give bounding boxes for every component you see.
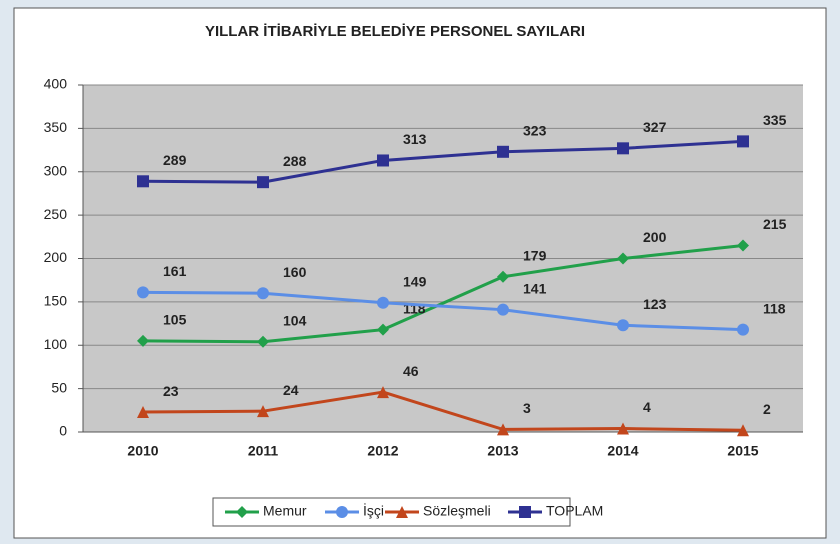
y-tick-label: 350 <box>44 119 68 135</box>
x-tick-label: 2012 <box>367 443 398 459</box>
y-tick-label: 100 <box>44 336 68 352</box>
x-tick-label: 2013 <box>487 443 518 459</box>
series-line <box>142 290 744 332</box>
data-label: 160 <box>283 264 307 280</box>
marker <box>236 506 248 518</box>
marker <box>377 323 389 336</box>
data-label: 24 <box>283 382 299 398</box>
marker <box>519 506 531 518</box>
marker <box>497 270 509 283</box>
marker <box>137 175 149 188</box>
data-label: 335 <box>763 112 787 128</box>
data-label: 323 <box>523 123 547 139</box>
data-label: 200 <box>643 229 667 245</box>
data-label: 104 <box>283 312 307 328</box>
data-label: 288 <box>283 153 307 169</box>
y-tick-label: 50 <box>51 379 67 395</box>
y-tick-label: 0 <box>59 423 67 439</box>
marker <box>497 423 509 436</box>
y-tick-label: 200 <box>44 249 68 265</box>
data-label: 105 <box>163 312 187 328</box>
legend-label: Sözleşmeli <box>423 503 491 519</box>
x-tick-label: 2010 <box>127 443 158 459</box>
x-tick-label: 2015 <box>727 443 758 459</box>
data-label: 2 <box>763 401 771 417</box>
data-label: 149 <box>403 273 427 289</box>
marker <box>737 323 749 336</box>
data-label: 179 <box>523 247 547 263</box>
data-label: 4 <box>643 399 651 415</box>
data-label: 3 <box>523 400 531 416</box>
marker <box>137 334 149 347</box>
marker <box>617 319 629 332</box>
marker <box>396 506 408 518</box>
marker <box>737 424 749 437</box>
x-tick-label: 2014 <box>607 443 638 459</box>
data-label: 313 <box>403 131 427 147</box>
marker <box>497 145 509 158</box>
legend-label: İşçi <box>363 502 384 519</box>
series-line <box>142 390 744 432</box>
marker <box>257 287 269 300</box>
marker <box>617 142 629 155</box>
x-tick-label: 2011 <box>248 443 279 459</box>
series-line <box>142 243 744 344</box>
marker <box>336 506 348 518</box>
marker <box>737 135 749 148</box>
marker <box>617 252 629 265</box>
series-line <box>142 139 744 184</box>
data-label: 327 <box>643 119 667 135</box>
data-label: 123 <box>643 296 667 312</box>
marker <box>377 296 389 309</box>
legend-label: TOPLAM <box>546 503 603 519</box>
y-tick-label: 300 <box>44 162 68 178</box>
y-tick-label: 150 <box>44 293 68 309</box>
marker <box>617 422 629 435</box>
marker <box>257 176 269 189</box>
marker <box>137 286 149 299</box>
marker <box>737 239 749 252</box>
marker <box>377 154 389 167</box>
marker <box>377 386 389 399</box>
data-label: 23 <box>163 383 179 399</box>
data-label: 118 <box>763 300 786 316</box>
data-label: 46 <box>403 363 419 379</box>
data-label: 289 <box>163 152 187 168</box>
y-tick-label: 250 <box>44 206 68 222</box>
data-label: 215 <box>763 216 787 232</box>
data-label: 161 <box>163 263 187 279</box>
data-label: 141 <box>523 280 547 296</box>
marker <box>497 303 509 316</box>
marker <box>137 406 149 419</box>
marker <box>257 335 269 348</box>
chart-title: YILLAR İTİBARİYLE BELEDİYE PERSONEL SAYI… <box>205 23 585 40</box>
legend-label: Memur <box>263 503 307 519</box>
y-tick-label: 400 <box>44 76 68 92</box>
marker <box>257 405 269 418</box>
